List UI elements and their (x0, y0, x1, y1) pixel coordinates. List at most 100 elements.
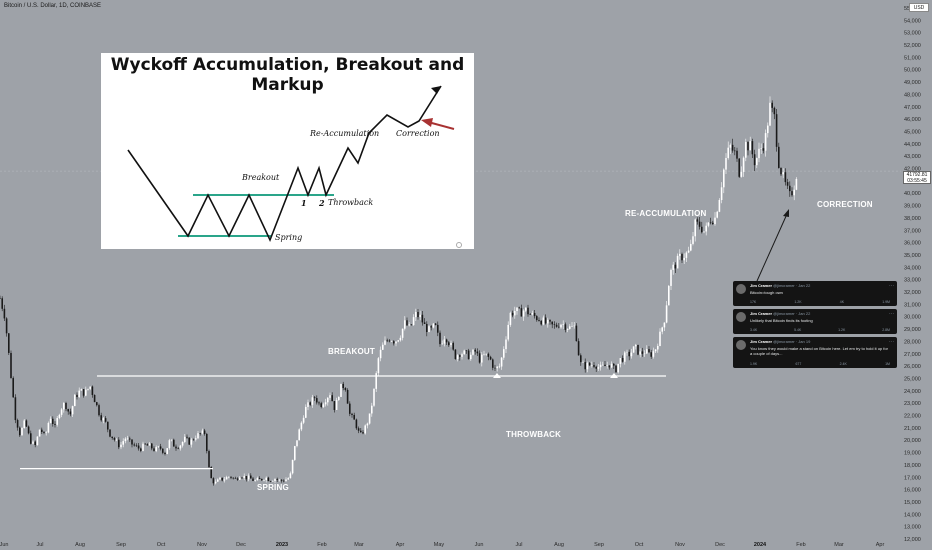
more-icon[interactable]: ··· (889, 311, 894, 317)
candle-body (507, 324, 509, 340)
candle-body (762, 148, 765, 151)
candle-body (551, 321, 553, 325)
candle-body (437, 324, 439, 333)
candle-body (3, 308, 6, 319)
candle-body (375, 373, 377, 389)
candle-body (452, 342, 454, 350)
retweet-count[interactable]: 1.2K (794, 300, 802, 304)
candle-body (250, 475, 252, 479)
candle-body (729, 144, 732, 148)
retweet-count[interactable]: 5.4K (794, 328, 802, 332)
candle-body (718, 200, 721, 212)
candle-body (399, 337, 402, 341)
spring-label: SPRING (257, 483, 289, 492)
candle-body (346, 389, 349, 404)
candle-body (129, 438, 131, 440)
candle-body (560, 324, 562, 328)
candle-body (698, 221, 701, 227)
candle-body (228, 476, 230, 478)
inset-throwback-label: Throwback (328, 198, 374, 207)
candle-body (58, 414, 61, 419)
candle-body (371, 405, 373, 414)
candle-body (54, 423, 56, 425)
tweet-card[interactable]: Jim Cramer @jimcramer · Jan 19 ··· You k… (733, 337, 897, 368)
y-tick-label: 28,000 (904, 339, 921, 345)
more-icon[interactable]: ··· (889, 283, 894, 289)
candle-body (533, 312, 536, 317)
candle-body (210, 467, 212, 479)
x-tick-label: Jun (0, 542, 8, 548)
candle-body (135, 445, 138, 447)
y-tick-label: 36,000 (904, 241, 921, 247)
candle-body (672, 264, 674, 270)
candle-body (67, 409, 69, 412)
candle-body (184, 436, 186, 442)
candle-body (472, 349, 474, 355)
candle-body (311, 397, 314, 405)
avatar (736, 340, 746, 350)
candle-body (569, 326, 571, 329)
view-count[interactable]: 1M (885, 362, 890, 366)
candle-body (753, 154, 756, 166)
currency-badge[interactable]: USD (909, 3, 929, 12)
candle-body (278, 479, 281, 481)
candle-body (500, 357, 503, 367)
candle-body (712, 222, 714, 225)
candle-body (274, 478, 276, 482)
tweet-card[interactable]: Jim Cramer @jimcramer · Jan 22 ··· Unlik… (733, 309, 897, 334)
candle-body (740, 171, 743, 177)
candle-body (113, 437, 116, 440)
candle-body (362, 432, 364, 434)
candle-body (674, 264, 677, 269)
candle-body (230, 476, 232, 478)
y-tick-label: 26,000 (904, 364, 921, 370)
candle-body (687, 250, 690, 253)
like-count[interactable]: 1.2K (838, 328, 846, 332)
y-tick-label: 19,000 (904, 451, 921, 457)
candle-body (118, 439, 120, 448)
like-count[interactable]: 2.4K (839, 362, 847, 366)
candle-body (324, 402, 327, 405)
x-tick-label: 2023 (276, 542, 288, 548)
candle-body (100, 415, 102, 421)
view-count[interactable]: 2.8M (882, 328, 890, 332)
tweet-author: Jim Cramer @jimcramer · Jan 22 (750, 283, 811, 288)
chart-header-title: Bitcoin / U.S. Dollar, 1D, COINBASE (4, 3, 102, 9)
like-count[interactable]: 4K (839, 300, 845, 304)
tweet-card[interactable]: Jim Cramer @jimcramer · Jan 22 ··· Bitco… (733, 281, 897, 306)
candle-body (302, 417, 305, 423)
candle-body (276, 478, 278, 480)
candle-body (162, 448, 164, 453)
candle-body (450, 342, 452, 346)
candle-body (582, 362, 584, 363)
reply-count[interactable]: 1.9K (750, 362, 758, 366)
candle-body (439, 332, 441, 345)
candle-body (410, 324, 413, 326)
candle-body (793, 189, 795, 196)
candle-body (397, 340, 399, 342)
candle-body (503, 349, 505, 358)
view-count[interactable]: 1.9M (882, 300, 890, 304)
candle-body (272, 481, 274, 482)
x-tick-label: Aug (554, 542, 564, 548)
candle-body (478, 353, 481, 363)
more-icon[interactable]: ··· (889, 339, 894, 345)
y-tick-label: 20,000 (904, 438, 921, 444)
y-tick-label: 45,000 (904, 129, 921, 135)
x-tick-label: Dec (715, 542, 725, 548)
candle-body (379, 349, 382, 359)
reply-count[interactable]: 3.4K (750, 328, 758, 332)
reply-count[interactable]: 17K (750, 300, 757, 304)
current-price-tag: 41792.81 03:55:45 (903, 171, 931, 184)
candle-body (382, 344, 384, 350)
candle-body (353, 414, 355, 420)
y-tick-label: 34,000 (904, 265, 921, 271)
candle-body (307, 402, 309, 407)
retweet-count[interactable]: 677 (795, 362, 802, 366)
candle-body (316, 398, 318, 403)
y-tick-label: 35,000 (904, 253, 921, 259)
candle-body (764, 133, 767, 151)
candle-body (426, 323, 428, 333)
